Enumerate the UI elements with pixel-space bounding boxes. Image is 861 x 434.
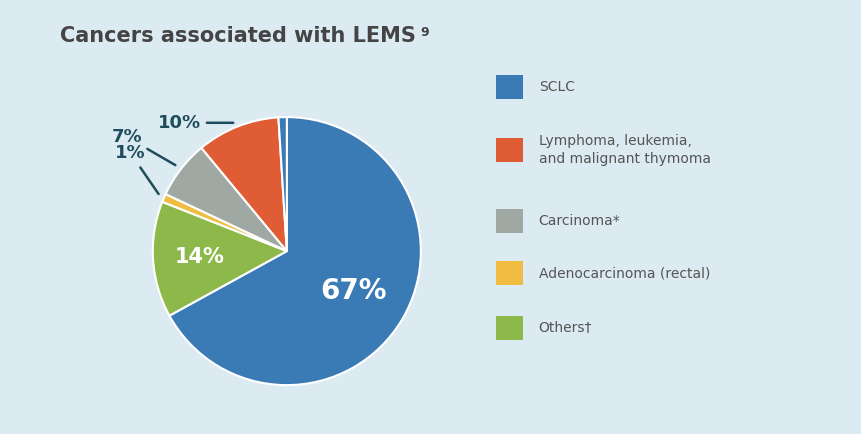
Text: 9: 9 [420, 26, 429, 39]
Text: 67%: 67% [320, 277, 387, 305]
Text: Others†: Others† [538, 321, 592, 335]
Wedge shape [170, 117, 420, 385]
Text: SCLC: SCLC [538, 80, 574, 94]
Text: 7%: 7% [111, 128, 175, 165]
Text: Carcinoma*: Carcinoma* [538, 214, 620, 228]
Wedge shape [152, 202, 287, 316]
Text: Adenocarcinoma (rectal): Adenocarcinoma (rectal) [538, 266, 709, 280]
Wedge shape [165, 148, 287, 251]
Text: 14%: 14% [175, 247, 225, 266]
Text: Cancers associated with LEMS: Cancers associated with LEMS [60, 26, 416, 46]
Wedge shape [201, 117, 287, 251]
Text: Lymphoma, leukemia,
and malignant thymoma: Lymphoma, leukemia, and malignant thymom… [538, 134, 710, 166]
Wedge shape [162, 194, 287, 251]
Wedge shape [278, 117, 287, 251]
Text: 1%: 1% [115, 145, 158, 194]
Text: 10%: 10% [158, 114, 233, 132]
